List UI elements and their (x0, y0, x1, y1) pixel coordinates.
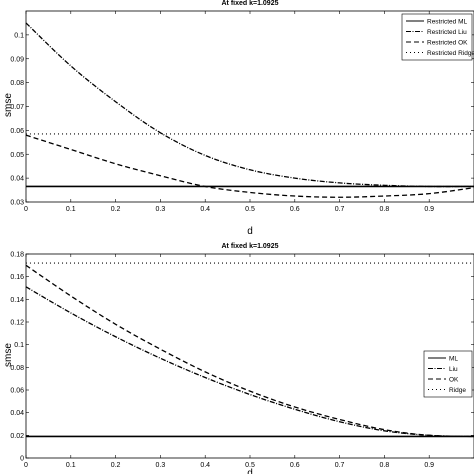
y-tick-label: 0.12 (10, 320, 24, 327)
legend-label: ML (449, 355, 458, 362)
legend-label: Restricted Liu (427, 29, 467, 36)
x-tick-label: 0 (24, 206, 28, 213)
x-tick-label: 0.2 (111, 206, 121, 213)
x-tick-label: 0.9 (424, 206, 434, 213)
x-tick-label: 0.3 (156, 206, 166, 213)
legend-label: Restricted Ridge (427, 50, 474, 57)
y-tick-label: 0.05 (10, 152, 24, 159)
chart-top-plot-area: 0 0.1 0.2 0.3 0.4 0.5 0.6 0.7 0.8 0.9 0.03 0.04 0.05… (10, 10, 474, 213)
y-tick-label: 0.06 (10, 128, 24, 135)
y-tick-label: 0.14 (10, 297, 24, 304)
y-tick-label: 0.1 (14, 32, 24, 39)
y-tick-label: 0.18 (10, 252, 24, 259)
legend-label: OK (449, 376, 459, 383)
series-line-liu (25, 286, 474, 438)
chart-bottom-xlabel: d (247, 468, 253, 474)
y-tick-label: 0.03 (10, 200, 24, 207)
x-tick-label: 0.6 (290, 462, 300, 469)
legend-box (401, 13, 473, 61)
y-tick-label: 0.06 (10, 388, 24, 395)
y-tick-label: 0.16 (10, 274, 24, 281)
chart-bottom-ylabel: smse (3, 343, 14, 367)
x-tick-label: 0.7 (335, 206, 345, 213)
x-tick-label: 0 (24, 462, 28, 469)
legend-label: Liu (449, 366, 458, 373)
x-tick-label: 0.3 (156, 462, 166, 469)
legend-label: Restricted ML (427, 18, 467, 25)
chart-bottom-plot-area: 0 0.1 0.2 0.3 0.4 0.5 0.6 0.7 0.8 0.9 0 0.02 0.04 0.0… (10, 252, 474, 469)
y-tick-label: 0.04 (10, 410, 24, 417)
y-tick-label: 0.07 (10, 104, 24, 111)
x-tick-label: 0.1 (66, 462, 76, 469)
x-tick-label: 0.4 (200, 206, 210, 213)
series-line-restricted-ok (25, 134, 474, 198)
plot-frame (25, 253, 474, 459)
chart-bottom-title: At fixed k=1.0925 (221, 243, 278, 250)
x-tick-label: 0.8 (380, 206, 390, 213)
x-tick-label: 0.2 (111, 462, 121, 469)
y-tick-label: 0 (20, 456, 24, 463)
series-line-restricted-liu (25, 22, 474, 188)
legend: Restricted ML Restricted Liu Restricted OK… (401, 13, 474, 61)
chart-top-xlabel: d (247, 226, 253, 237)
x-tick-label: 0.8 (380, 462, 390, 469)
chart-top-ylabel: smse (3, 93, 14, 117)
y-tick-label: 0.1 (14, 342, 24, 349)
x-tick-label: 0.9 (424, 462, 434, 469)
x-tick-label: 0.5 (245, 462, 255, 469)
y-tick-label: 0.08 (10, 80, 24, 87)
legend-box (423, 350, 473, 398)
series-line-ok (25, 264, 474, 438)
y-tick-label: 0.08 (10, 365, 24, 372)
y-tick-label: 0.02 (10, 433, 24, 440)
y-tick-label: 0.04 (10, 176, 24, 183)
x-tick-label: 0.5 (245, 206, 255, 213)
y-tick-label: 0.09 (10, 56, 24, 63)
x-tick-label: 0.4 (200, 462, 210, 469)
legend: ML Liu OK Ridge (423, 350, 473, 398)
legend-label: Ridge (449, 387, 466, 394)
chart-top-title: At fixed k=1.0925 (221, 0, 278, 7)
x-tick-label: 0.7 (335, 462, 345, 469)
legend-label: Restricted OK (427, 39, 468, 46)
x-tick-label: 0.6 (290, 206, 300, 213)
chart-bottom: At fixed k=1.0925 smse d 0 0.1 0.2 0.3 0.4 0.… (3, 243, 474, 474)
chart-top: At fixed k=1.0925 smse d 0 0.1 0.2 0.3 0.4 0.… (3, 0, 474, 237)
x-tick-label: 0.1 (66, 206, 76, 213)
